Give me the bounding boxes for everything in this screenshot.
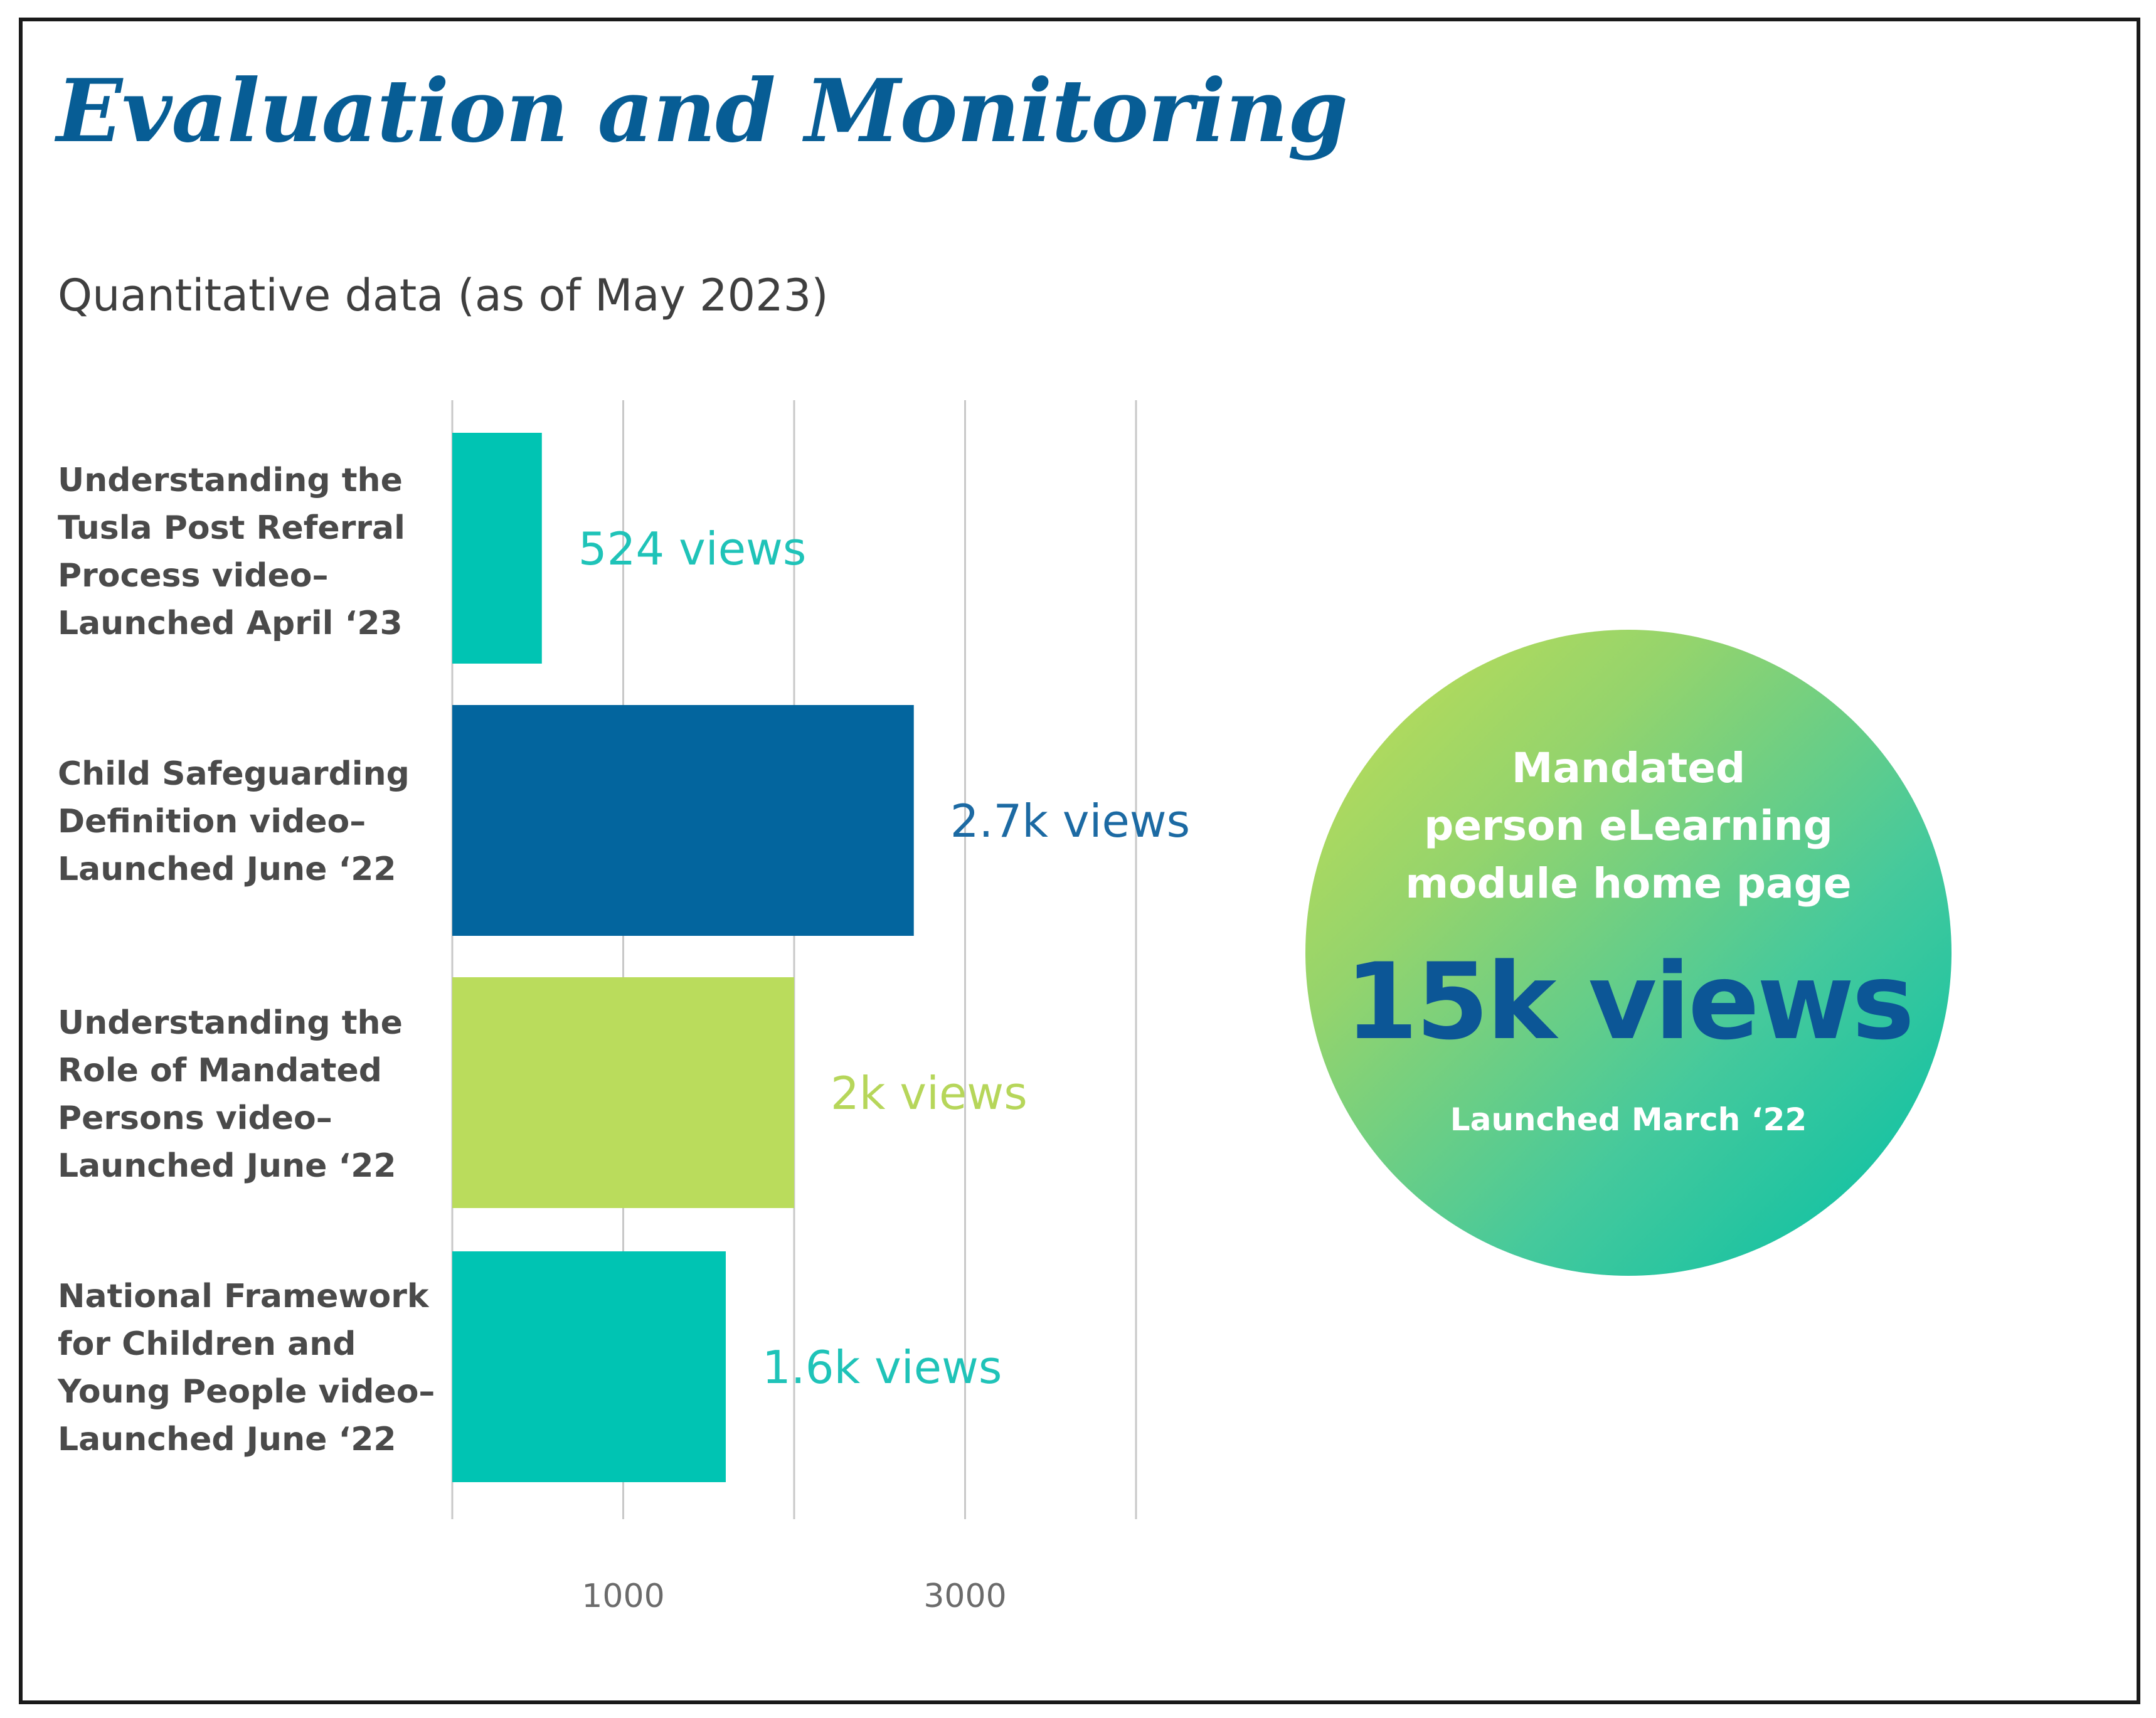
category-label: Understanding the Role of Mandated Perso… — [58, 1004, 403, 1185]
bar — [452, 705, 914, 936]
bar — [452, 1251, 726, 1482]
highlight-badge: Mandated person eLearning module home pa… — [1305, 630, 1952, 1276]
category-label: National Framework for Children and Youn… — [58, 1278, 435, 1458]
x-tick-label: 3000 — [923, 1577, 1006, 1615]
badge-launch-date: Launched March ‘22 — [1450, 1101, 1807, 1138]
bar-value-label: 1.6k views — [762, 1341, 1002, 1394]
x-tick-label: 1000 — [581, 1577, 664, 1615]
badge-caption: Mandated person eLearning module home pa… — [1405, 744, 1852, 908]
bar-value-label: 524 views — [578, 522, 807, 575]
bar — [452, 433, 542, 664]
page-title: Evaluation and Monitoring — [56, 60, 1348, 162]
bar-value-label: 2.7k views — [950, 795, 1190, 847]
bar-value-label: 2k views — [831, 1067, 1028, 1120]
category-label: Child Safeguarding Definition video– Lau… — [58, 755, 410, 888]
badge-value: 15k views — [1344, 940, 1914, 1063]
bar — [452, 977, 794, 1208]
category-label: Understanding the Tusla Post Referral Pr… — [58, 462, 405, 642]
chart-subtitle: Quantitative data (as of May 2023) — [58, 270, 829, 321]
